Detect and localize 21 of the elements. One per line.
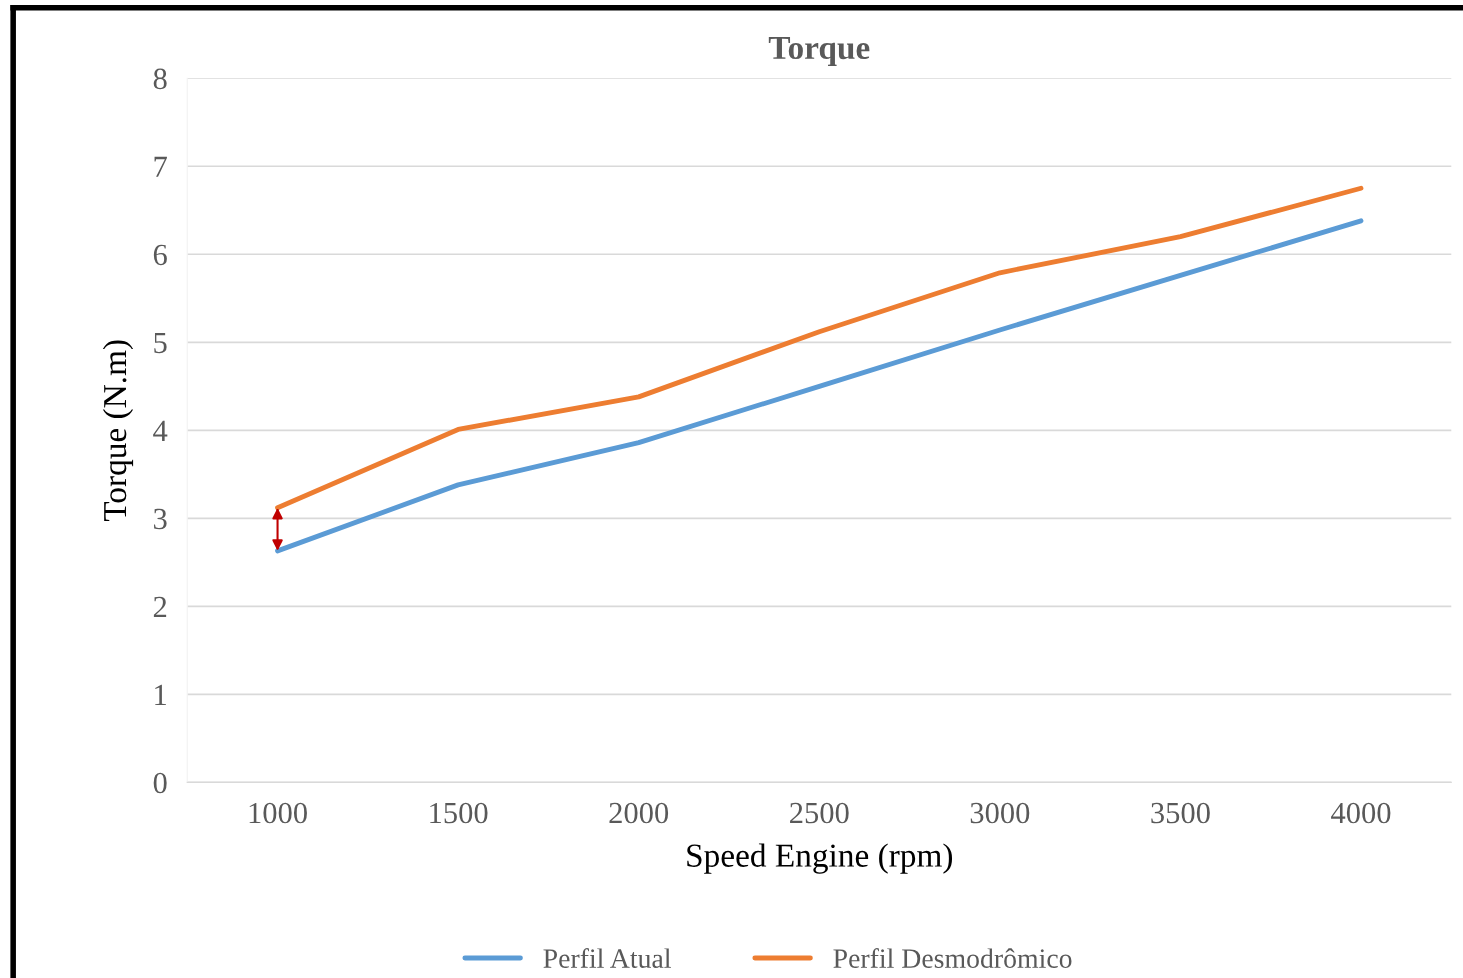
x-tick-label: 1500	[430, 802, 488, 824]
chart-title: Torque	[768, 36, 870, 66]
y-tick-label: 1	[155, 684, 166, 705]
x-tick-label: 1000	[249, 802, 307, 824]
y-tick-label: 7	[154, 156, 167, 177]
y-tick-label: 2	[153, 596, 167, 617]
x-tick-label: 4000	[1331, 802, 1391, 824]
y-tick-label: 3	[154, 508, 167, 530]
legend-label: Perfil Desmodrômico	[833, 948, 1072, 968]
x-tick-label: 3500	[1151, 802, 1210, 824]
legend-label: Perfil Atual	[543, 948, 671, 968]
y-tick-label: 4	[153, 420, 168, 441]
x-tick-label: 2500	[790, 802, 849, 824]
y-axis-title: Torque (N.m)	[102, 340, 134, 522]
x-axis-title: Speed Engine (rpm)	[687, 843, 953, 874]
y-tick-label: 6	[153, 244, 167, 266]
y-tick-label: 5	[154, 332, 167, 354]
x-tick-label: 2000	[609, 802, 669, 824]
y-tick-label: 0	[153, 772, 167, 794]
y-tick-label: 8	[153, 68, 167, 90]
x-tick-label: 3000	[970, 802, 1030, 824]
